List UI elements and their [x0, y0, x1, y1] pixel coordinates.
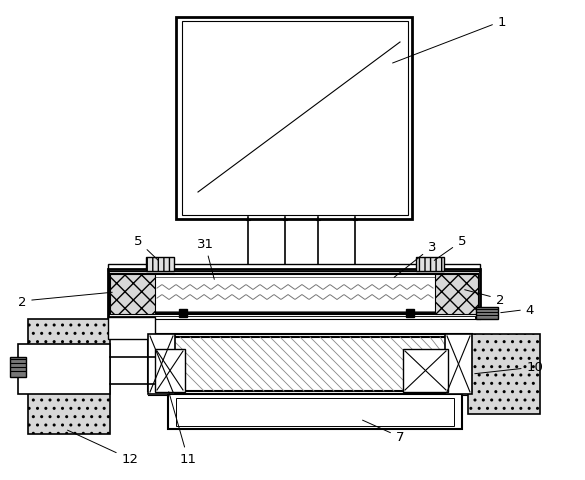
Bar	[168, 394, 462, 429]
Text: 4: 4	[501, 303, 534, 316]
Bar	[416, 257, 444, 271]
Bar	[10, 357, 26, 377]
Bar	[18, 344, 110, 394]
Text: 3: 3	[394, 241, 436, 278]
Text: 11: 11	[168, 392, 197, 466]
Bar	[179, 309, 187, 317]
Bar	[146, 257, 174, 271]
Bar	[435, 275, 478, 314]
Bar	[403, 349, 448, 392]
Bar	[155, 349, 185, 392]
Bar	[108, 317, 155, 339]
Text: 7: 7	[363, 420, 404, 444]
Bar	[476, 307, 498, 319]
Bar	[110, 275, 478, 314]
Text: 2: 2	[464, 290, 504, 306]
Bar	[316, 216, 320, 220]
Text: 12: 12	[67, 430, 139, 466]
Bar	[176, 398, 454, 426]
Bar	[176, 18, 412, 219]
Bar	[182, 22, 408, 216]
Bar	[108, 264, 480, 271]
Bar	[113, 317, 475, 337]
Bar	[445, 334, 472, 394]
Bar	[468, 334, 540, 414]
Bar	[108, 269, 480, 317]
Text: 10: 10	[475, 361, 543, 374]
Text: 5: 5	[434, 235, 466, 261]
Text: 1: 1	[393, 15, 506, 64]
Bar	[283, 216, 287, 220]
Text: 2: 2	[18, 293, 112, 308]
Bar	[110, 275, 155, 314]
Bar	[246, 216, 250, 220]
Bar	[148, 334, 175, 394]
Bar	[353, 216, 357, 220]
Text: 31: 31	[197, 238, 214, 280]
Text: 5: 5	[134, 235, 158, 261]
Bar	[28, 319, 110, 434]
Bar	[406, 309, 414, 317]
Bar	[148, 337, 472, 391]
